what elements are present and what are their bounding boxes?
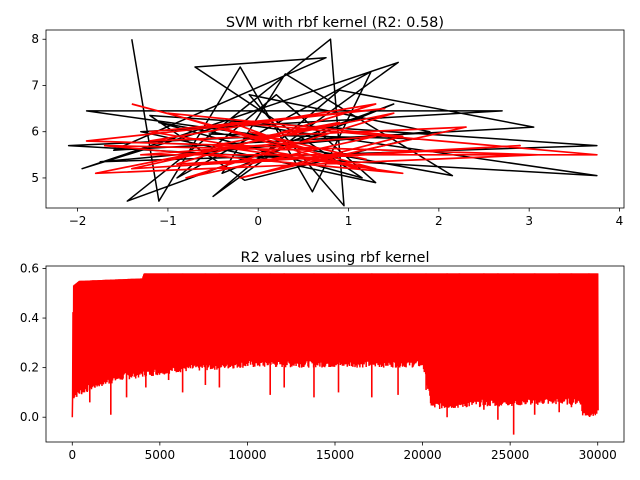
top-subplot: SVM with rbf kernel (R2: 0.58) −2 −1 0 1 2 3 4… (31, 15, 625, 228)
top-x-axis: −2 −1 0 1 2 3 4 (69, 208, 624, 228)
x-tick-label: 3 (525, 214, 533, 228)
x-tick-label: 25000 (491, 448, 529, 462)
top-y-axis: 5 6 7 8 (31, 32, 46, 185)
x-tick-label: 5000 (145, 448, 176, 462)
x-tick-label: 20000 (403, 448, 441, 462)
y-tick-label: 0.0 (20, 410, 39, 424)
series-fill-r2 (72, 273, 598, 418)
x-tick-label: 30000 (579, 448, 617, 462)
y-tick-label: 8 (31, 32, 39, 46)
y-tick-label: 7 (31, 78, 39, 92)
x-tick-label: 0 (254, 214, 262, 228)
y-tick-label: 0.6 (20, 261, 39, 275)
x-tick-label: −1 (159, 214, 177, 228)
x-tick-label: 2 (435, 214, 443, 228)
top-plot-area (46, 30, 624, 208)
y-tick-label: 0.4 (20, 311, 39, 325)
bottom-y-axis: 0.0 0.2 0.4 0.6 (20, 261, 46, 424)
series-line-prediction (85, 103, 598, 179)
x-tick-label: 15000 (316, 448, 354, 462)
top-axes-frame (45, 29, 625, 209)
y-tick-label: 5 (31, 171, 39, 185)
top-chart-title: SVM with rbf kernel (R2: 0.58) (226, 15, 444, 31)
y-tick-label: 6 (31, 125, 39, 139)
x-tick-label: 10000 (228, 448, 266, 462)
bottom-axes-frame (45, 265, 625, 443)
bottom-chart-title: R2 values using rbf kernel (241, 250, 430, 266)
top-series-group (67, 38, 598, 207)
x-tick-label: 1 (345, 214, 353, 228)
x-tick-label: 4 (616, 214, 624, 228)
y-tick-label: 0.2 (20, 361, 39, 375)
x-tick-label: 0 (68, 448, 76, 462)
x-tick-label: −2 (69, 214, 87, 228)
bottom-x-axis: 0 5000 10000 15000 20000 25000 30000 (68, 442, 617, 462)
bottom-subplot: R2 values using rbf kernel 0 5000 10000 150… (20, 250, 625, 462)
bottom-series-group (71, 273, 599, 435)
